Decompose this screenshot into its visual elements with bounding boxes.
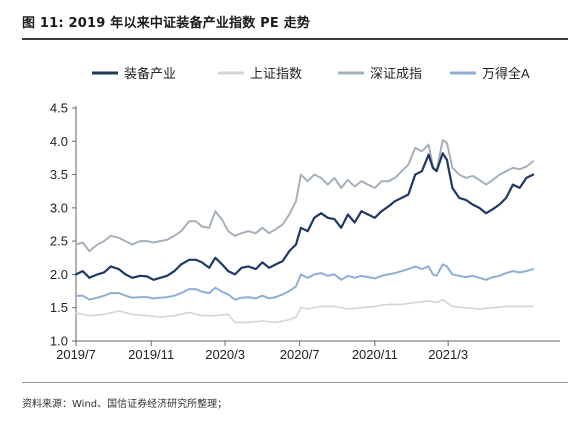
chart-axes: 1.0 1.5 2.0 2.5 3.0 3.5 4.0 4.5 2019/7 2019/11 202… bbox=[50, 101, 560, 362]
x-tick-label: 2019/11 bbox=[128, 347, 174, 362]
legend-label: 万得全A bbox=[482, 66, 530, 81]
series-line bbox=[75, 263, 535, 301]
x-tick-label: 2020/7 bbox=[280, 347, 320, 362]
y-tick-label: 3.5 bbox=[50, 167, 68, 182]
series-line bbox=[75, 139, 535, 253]
y-tick-label: 1.5 bbox=[50, 300, 68, 315]
series-line bbox=[75, 298, 534, 324]
legend-label: 深证成指 bbox=[370, 66, 422, 81]
y-tick-label: 2.0 bbox=[50, 267, 68, 282]
source-note: 资料来源：Wind、国信证券经济研究所整理； bbox=[22, 399, 228, 410]
series-line bbox=[74, 152, 535, 281]
y-tick-label: 3.0 bbox=[50, 200, 68, 215]
y-tick-label: 4.5 bbox=[50, 101, 68, 116]
figure-title: 图 11: 2019 年以来中证装备产业指数 PE 走势 bbox=[22, 16, 311, 31]
bottom-rule bbox=[22, 382, 568, 383]
chart-lines bbox=[74, 139, 535, 324]
title-rule bbox=[22, 38, 568, 40]
pe-line-chart: 装备产业 上证指数 深证成指 万得全A 1.0 1.5 2.0 2.5 3.0 3.5 4.0 4.… bbox=[50, 66, 560, 362]
chart-area: 装备产业 上证指数 深证成指 万得全A 1.0 1.5 2.0 2.5 3.0 3.5 4.0 4.… bbox=[0, 42, 586, 382]
chart-legend: 装备产业 上证指数 深证成指 万得全A bbox=[92, 66, 530, 81]
legend-label: 装备产业 bbox=[124, 66, 176, 81]
x-tick-label: 2021/3 bbox=[428, 347, 468, 362]
figure-header: 图 11: 2019 年以来中证装备产业指数 PE 走势 bbox=[0, 0, 586, 42]
y-tick-label: 2.5 bbox=[50, 234, 68, 249]
legend-label: 上证指数 bbox=[250, 66, 302, 81]
y-tick-label: 4.0 bbox=[50, 134, 68, 149]
x-tick-label: 2020/11 bbox=[352, 347, 398, 362]
x-tick-label: 2019/7 bbox=[56, 347, 96, 362]
y-tick-label: 1.0 bbox=[50, 334, 68, 349]
x-tick-label: 2020/3 bbox=[205, 347, 245, 362]
